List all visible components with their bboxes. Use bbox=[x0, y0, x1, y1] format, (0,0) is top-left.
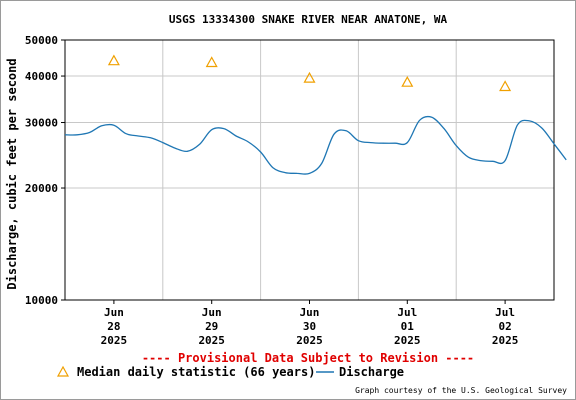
x-tick-label-day: 28 bbox=[107, 320, 120, 333]
x-tick-label-day: 29 bbox=[205, 320, 218, 333]
provisional-notice: ---- Provisional Data Subject to Revisio… bbox=[142, 351, 474, 365]
y-axis-label: Discharge, cubic feet per second bbox=[5, 58, 19, 289]
median-point bbox=[303, 71, 316, 83]
x-tick-label-month: Jul bbox=[397, 306, 417, 319]
median-point bbox=[107, 54, 120, 66]
x-tick-label-month: Jun bbox=[104, 306, 124, 319]
x-tick-label-month: Jun bbox=[300, 306, 320, 319]
y-tick-label: 30000 bbox=[25, 117, 58, 130]
y-tick-label: 10000 bbox=[25, 294, 58, 307]
x-tick-label-day: 30 bbox=[303, 320, 316, 333]
median-point bbox=[205, 56, 218, 68]
x-tick-label-day: 02 bbox=[498, 320, 511, 333]
x-tick-label-month: Jun bbox=[202, 306, 222, 319]
legend-median-label: Median daily statistic (66 years) bbox=[77, 365, 315, 379]
legend: Median daily statistic (66 years) Discha… bbox=[56, 365, 404, 379]
y-axis-ticks: 10000 20000 30000 40000 50000 bbox=[25, 34, 65, 307]
y-tick-label: 50000 bbox=[25, 34, 58, 47]
x-tick-label-year: 2025 bbox=[394, 334, 421, 347]
x-tick-label-month: Jul bbox=[495, 306, 515, 319]
x-axis-ticks: Jun282025Jun292025Jun302025Jul012025Jul0… bbox=[101, 300, 519, 347]
chart-title: USGS 13334300 SNAKE RIVER NEAR ANATONE, … bbox=[169, 13, 448, 26]
legend-triangle-icon bbox=[56, 365, 70, 377]
x-tick-label-day: 01 bbox=[401, 320, 415, 333]
series bbox=[64, 54, 567, 175]
legend-discharge-label: Discharge bbox=[339, 365, 404, 379]
y-tick-label: 20000 bbox=[25, 182, 58, 195]
y-tick-label: 40000 bbox=[25, 70, 58, 83]
x-tick-label-year: 2025 bbox=[492, 334, 519, 347]
x-tick-label-year: 2025 bbox=[296, 334, 323, 347]
median-point bbox=[499, 80, 512, 92]
graph-credit: Graph courtesy of the U.S. Geological Su… bbox=[355, 386, 567, 395]
x-tick-label-year: 2025 bbox=[101, 334, 128, 347]
plot-area bbox=[64, 39, 555, 301]
median-point bbox=[401, 75, 414, 87]
grid bbox=[65, 40, 554, 300]
discharge-line bbox=[64, 115, 567, 175]
x-tick-label-year: 2025 bbox=[198, 334, 225, 347]
